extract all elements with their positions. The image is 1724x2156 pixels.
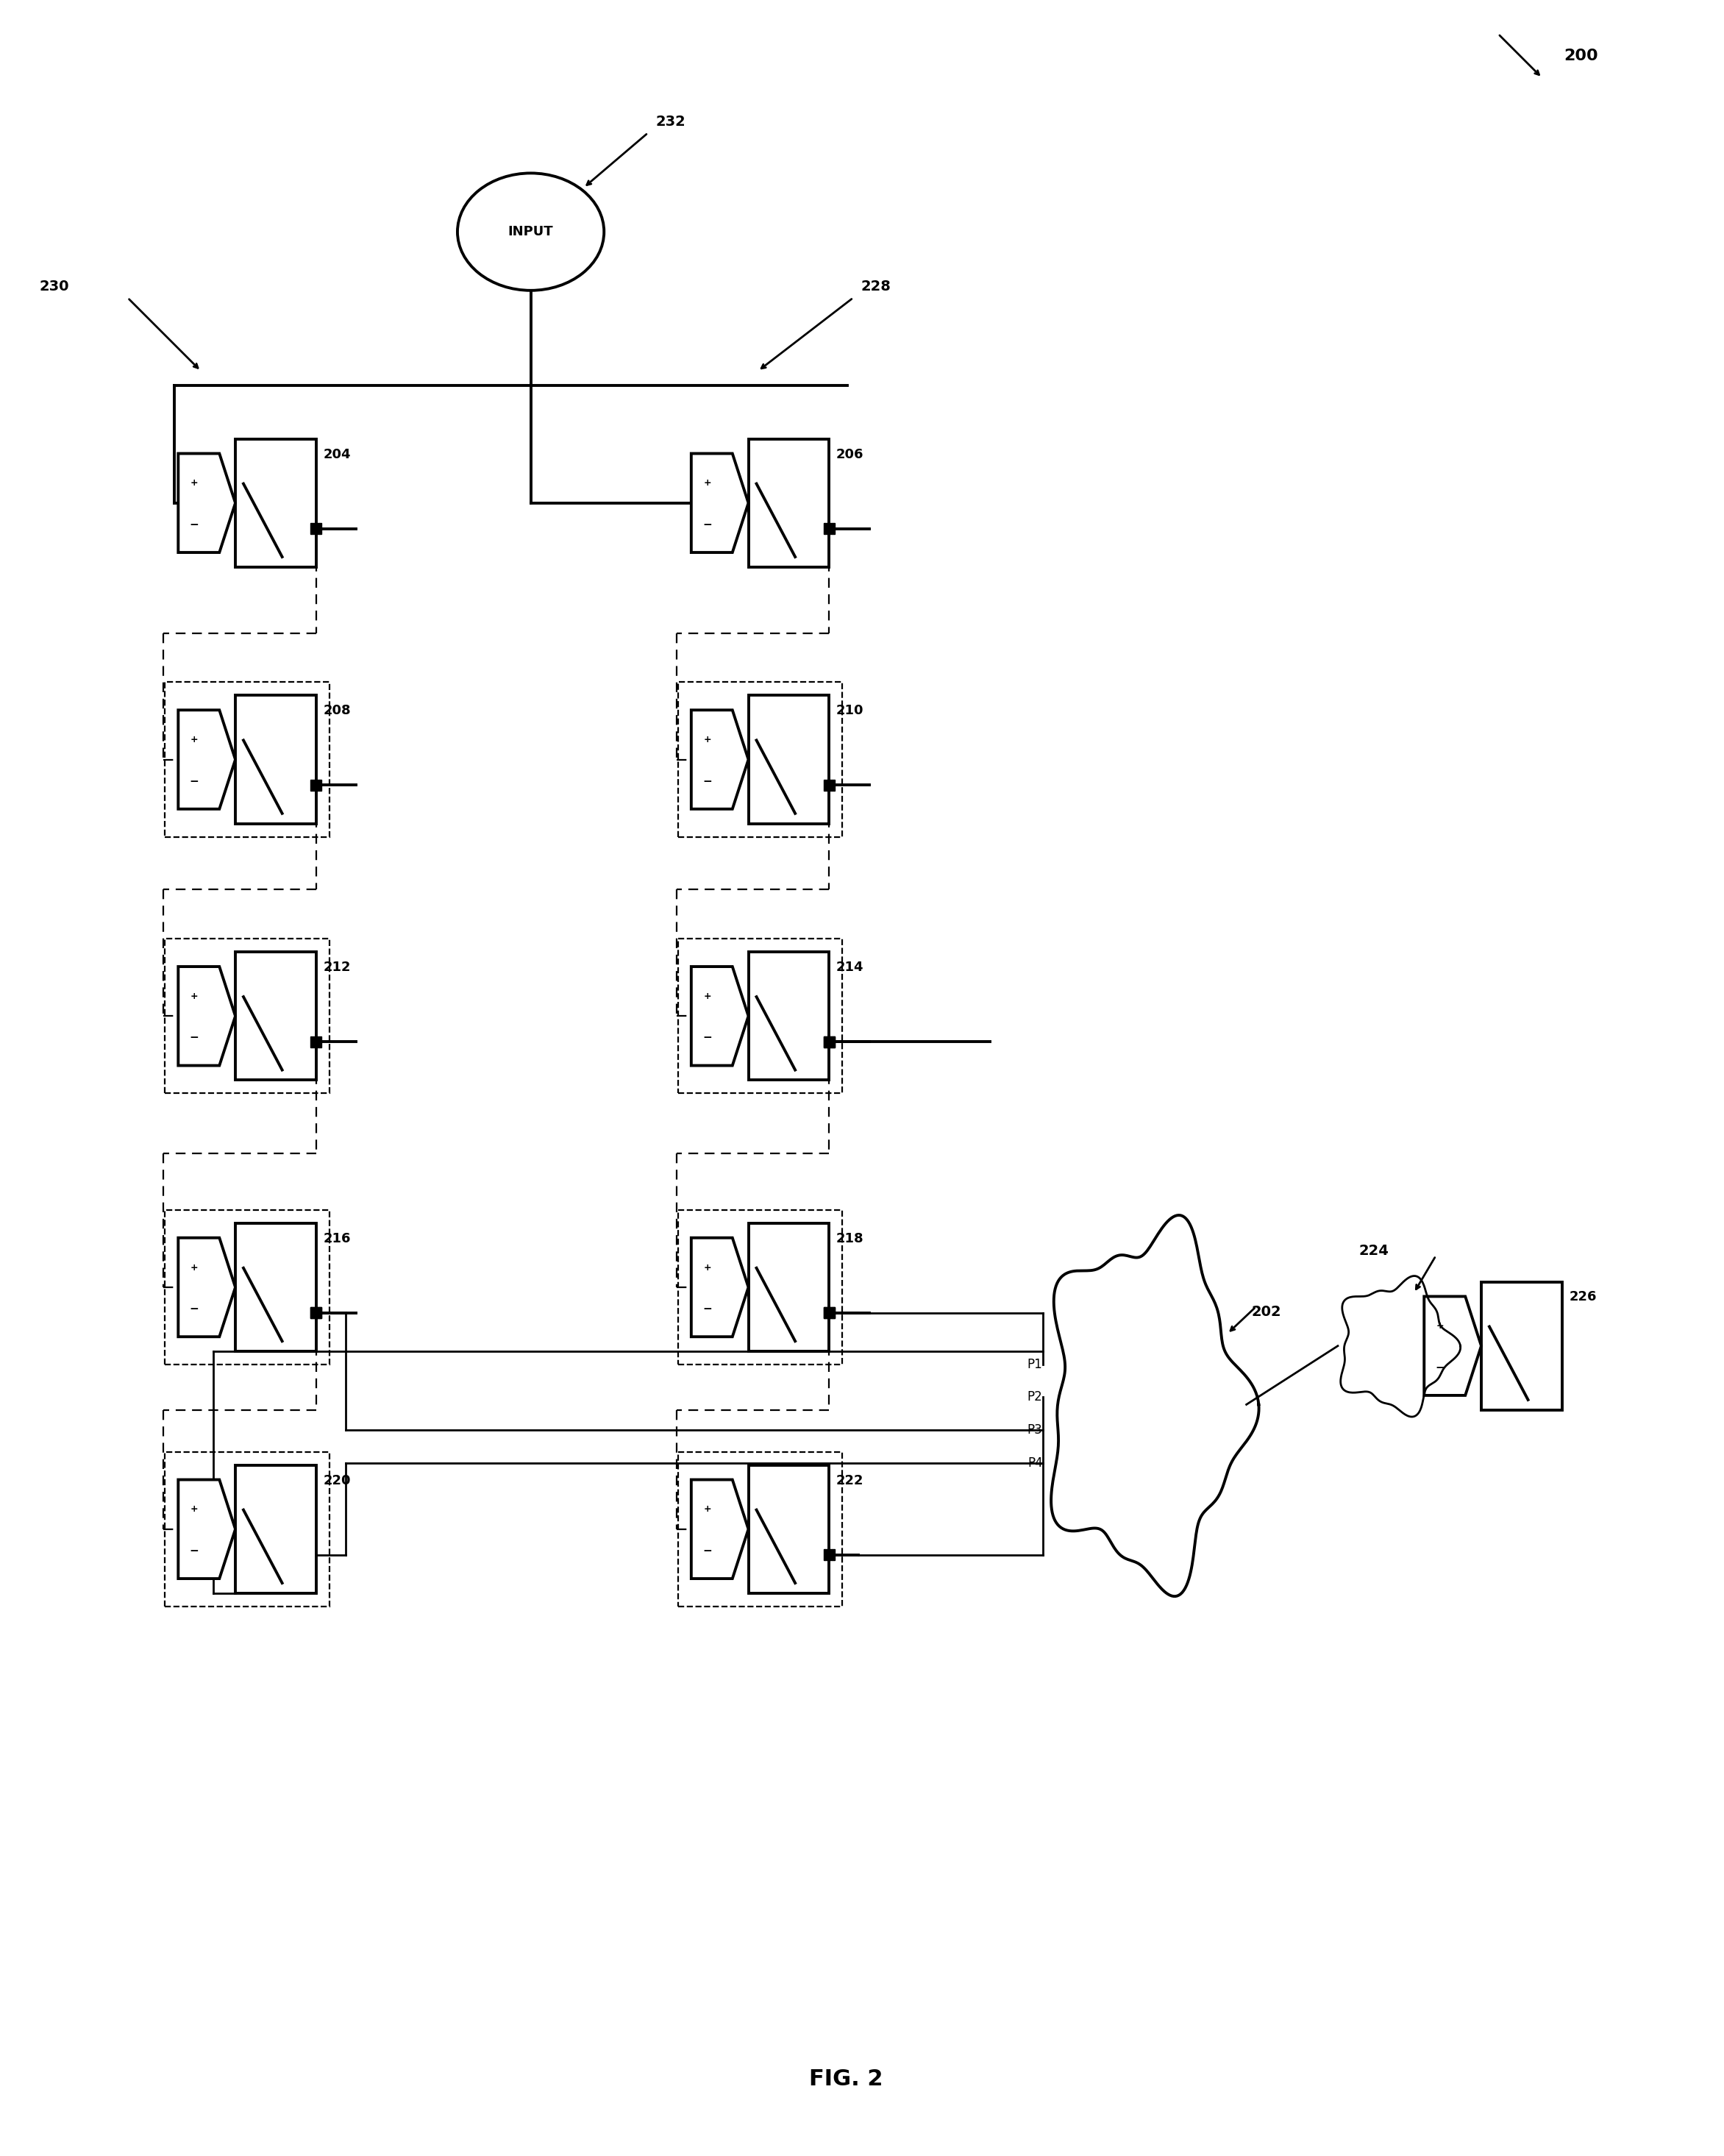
Text: −: − — [703, 1304, 712, 1315]
Text: 214: 214 — [836, 962, 864, 975]
Text: +: + — [703, 992, 712, 1000]
Bar — [678, 938, 843, 1093]
Bar — [310, 1307, 321, 1319]
Bar — [748, 953, 829, 1080]
Bar — [824, 1550, 834, 1561]
Text: +: + — [703, 479, 712, 487]
Bar — [748, 696, 829, 824]
Text: P1: P1 — [1028, 1358, 1043, 1371]
Bar — [824, 780, 834, 791]
Text: P4: P4 — [1028, 1457, 1043, 1470]
Bar — [824, 524, 834, 535]
Text: +: + — [703, 735, 712, 744]
Text: 206: 206 — [836, 448, 864, 461]
Bar — [824, 1307, 834, 1319]
Bar — [236, 953, 315, 1080]
Bar — [678, 1451, 843, 1606]
Polygon shape — [178, 966, 236, 1065]
Bar — [748, 1466, 829, 1593]
Text: −: − — [190, 776, 198, 787]
Bar — [166, 681, 329, 837]
Text: −: − — [703, 776, 712, 787]
Bar — [236, 440, 315, 567]
Text: +: + — [190, 735, 198, 744]
Text: −: − — [190, 1033, 198, 1044]
Bar — [310, 780, 321, 791]
Polygon shape — [691, 1238, 748, 1337]
Bar — [678, 1210, 843, 1365]
Polygon shape — [691, 1479, 748, 1578]
Text: 204: 204 — [324, 448, 352, 461]
Bar — [824, 1037, 834, 1048]
Text: −: − — [190, 1304, 198, 1315]
Bar — [310, 1307, 321, 1319]
Text: 218: 218 — [836, 1231, 864, 1246]
Text: 202: 202 — [1252, 1304, 1281, 1319]
Text: 226: 226 — [1569, 1291, 1596, 1304]
Bar — [166, 938, 329, 1093]
Bar — [824, 1037, 834, 1048]
Bar — [748, 1222, 829, 1352]
Text: −: − — [190, 1546, 198, 1557]
Text: 216: 216 — [324, 1231, 352, 1246]
Polygon shape — [691, 966, 748, 1065]
Text: 200: 200 — [1564, 50, 1598, 63]
Ellipse shape — [457, 172, 603, 291]
Text: −: − — [190, 520, 198, 530]
Text: −: − — [1436, 1363, 1445, 1373]
Bar — [310, 1037, 321, 1048]
Bar — [824, 1307, 834, 1319]
Text: +: + — [190, 992, 198, 1000]
Bar — [166, 1451, 329, 1606]
Text: 208: 208 — [324, 705, 352, 718]
Text: 228: 228 — [860, 280, 891, 293]
Text: 230: 230 — [40, 280, 69, 293]
Text: +: + — [190, 479, 198, 487]
Bar — [236, 696, 315, 824]
Text: −: − — [703, 520, 712, 530]
Bar — [310, 524, 321, 535]
Polygon shape — [178, 1479, 236, 1578]
Text: P3: P3 — [1028, 1423, 1043, 1436]
Bar — [678, 681, 843, 837]
Text: −: − — [703, 1033, 712, 1044]
Text: 220: 220 — [324, 1475, 352, 1488]
Bar — [166, 1210, 329, 1365]
Text: +: + — [190, 1505, 198, 1514]
Text: +: + — [703, 1263, 712, 1272]
Text: 224: 224 — [1359, 1244, 1390, 1257]
Text: 232: 232 — [655, 114, 686, 129]
Polygon shape — [178, 453, 236, 552]
Text: FIG. 2: FIG. 2 — [809, 2068, 883, 2089]
Text: 222: 222 — [836, 1475, 864, 1488]
Text: +: + — [190, 1263, 198, 1272]
Bar — [748, 440, 829, 567]
Text: −: − — [703, 1546, 712, 1557]
Text: +: + — [703, 1505, 712, 1514]
Polygon shape — [691, 709, 748, 808]
Polygon shape — [178, 1238, 236, 1337]
Bar — [236, 1222, 315, 1352]
Text: 212: 212 — [324, 962, 352, 975]
Polygon shape — [178, 709, 236, 808]
Text: INPUT: INPUT — [509, 224, 553, 239]
Polygon shape — [1424, 1296, 1481, 1395]
Text: P2: P2 — [1028, 1391, 1043, 1404]
Text: +: + — [1436, 1322, 1445, 1330]
Polygon shape — [691, 453, 748, 552]
Bar — [236, 1466, 315, 1593]
Bar — [1481, 1283, 1562, 1410]
Text: 210: 210 — [836, 705, 864, 718]
